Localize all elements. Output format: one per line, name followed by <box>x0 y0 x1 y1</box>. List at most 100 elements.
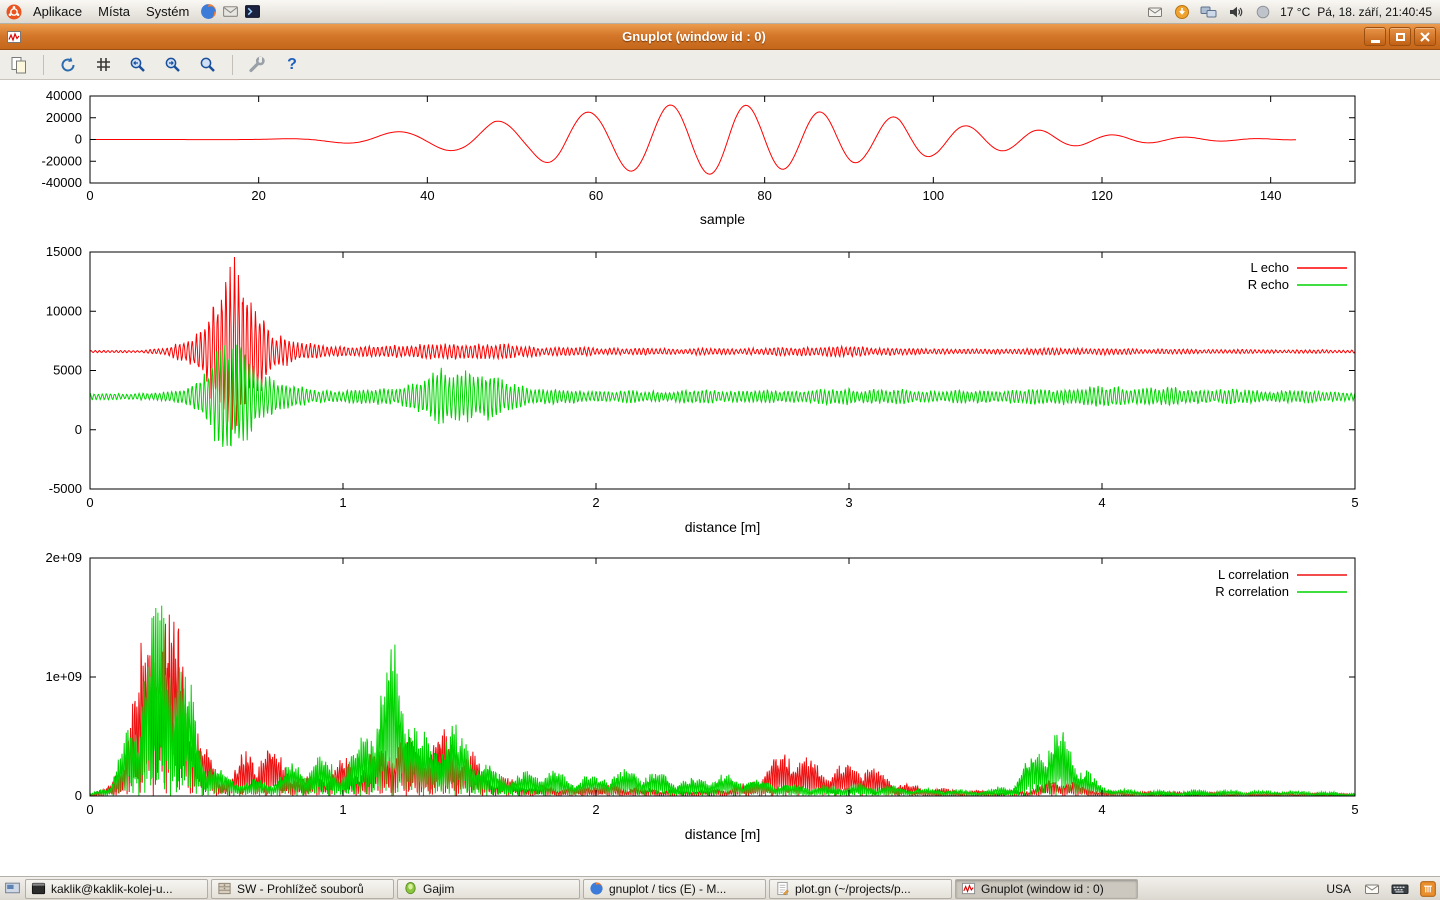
taskbar-item-browser[interactable]: gnuplot / tics (E) - M... <box>583 878 766 899</box>
help-button[interactable]: ? <box>279 52 305 78</box>
maximize-button[interactable] <box>1389 27 1411 46</box>
legend-label: R correlation <box>1215 584 1289 599</box>
y-tick-label: 0 <box>75 788 82 803</box>
zoom-previous-button[interactable] <box>125 52 151 78</box>
taskbar-item-label: gnuplot / tics (E) - M... <box>609 881 727 896</box>
series-r-echo <box>90 344 1355 447</box>
clock[interactable]: Pá, 18. září, 21:40:45 <box>1317 4 1432 19</box>
series-signal <box>90 104 1296 175</box>
legend-label: R echo <box>1248 277 1289 292</box>
copy-clipboard-button[interactable] <box>6 52 32 78</box>
clipboard-icon <box>11 56 26 73</box>
y-tick-label: -20000 <box>42 153 82 168</box>
gnuplot-icon <box>961 882 976 895</box>
y-tick-label: 1e+09 <box>45 669 82 684</box>
y-tick-label: 40000 <box>46 88 82 103</box>
mail-icon[interactable] <box>1362 879 1382 899</box>
top-panel: Aplikace Místa Systém 17 °C Pá, 18. září… <box>0 0 1440 24</box>
y-tick-label: -5000 <box>49 481 82 496</box>
zoom-next-button[interactable] <box>160 52 186 78</box>
x-axis-label: sample <box>700 211 745 227</box>
y-tick-label: -40000 <box>42 175 82 190</box>
x-tick-label: 0 <box>86 495 93 510</box>
replot-button[interactable] <box>55 52 81 78</box>
menu-places[interactable]: Místa <box>91 2 137 21</box>
plot-canvas[interactable]: 0 20 40 60 80 100 120 140 -40000 -20000 0 20000 4000… <box>0 81 1440 876</box>
x-tick-label: 5 <box>1351 495 1358 510</box>
x-tick-label: 60 <box>589 188 603 203</box>
taskbar-item-gajim[interactable]: Gajim <box>397 878 580 899</box>
plots-svg: 0 20 40 60 80 100 120 140-40000-200000200004000… <box>42 88 1359 842</box>
plot-toolbar: ? <box>0 50 1440 80</box>
x-tick-label: 100 <box>922 188 944 203</box>
firefox-launcher-icon[interactable] <box>198 2 218 22</box>
text-editor-icon <box>777 881 789 896</box>
window-titlebar[interactable]: Gnuplot (window id : 0) <box>0 24 1440 50</box>
menu-places-label: Místa <box>98 4 130 19</box>
menu-system-label: Systém <box>145 4 190 19</box>
volume-icon[interactable] <box>1226 2 1246 22</box>
keyboard-layout-indicator[interactable]: USA <box>1326 881 1351 896</box>
taskbar-item-label: Gnuplot (window id : 0) <box>981 881 1104 896</box>
software-update-icon[interactable] <box>1172 2 1192 22</box>
series-l-echo <box>90 256 1355 430</box>
refresh-icon <box>61 56 75 71</box>
y-tick-label: 20000 <box>46 110 82 125</box>
taskbar-item-label: plot.gn (~/projects/p... <box>795 881 911 896</box>
toggle-grid-button[interactable] <box>90 52 116 78</box>
x-tick-label: 3 <box>845 495 852 510</box>
window-icon <box>4 27 24 47</box>
x-tick-label: 4 <box>1098 802 1105 817</box>
terminal-launcher-icon[interactable] <box>242 2 262 22</box>
x-axis-label: distance [m] <box>685 519 760 535</box>
plot-border <box>89 557 1356 797</box>
legend-label: L echo <box>1250 260 1289 275</box>
y-tick-label: 0 <box>75 422 82 437</box>
menu-system[interactable]: Systém <box>139 2 196 21</box>
x-tick-label: 0 <box>86 802 93 817</box>
x-tick-label: 20 <box>251 188 265 203</box>
taskbar-item-gnuplot[interactable]: Gnuplot (window id : 0) <box>955 878 1138 899</box>
x-tick-label: 2 <box>592 495 599 510</box>
taskbar-item-editor[interactable]: plot.gn (~/projects/p... <box>769 878 952 899</box>
maximize-icon <box>1395 32 1405 41</box>
zoom-previous-icon <box>130 57 145 72</box>
toolbar-separator <box>232 54 233 75</box>
toolbar-separator <box>43 54 44 75</box>
minimize-icon <box>1370 39 1380 43</box>
window-title: Gnuplot (window id : 0) <box>622 29 766 44</box>
file-manager-icon <box>218 882 231 895</box>
configure-button[interactable] <box>244 52 270 78</box>
x-axis-label: distance [m] <box>685 826 760 842</box>
taskbar-item-label: Gajim <box>423 881 455 896</box>
trash-icon[interactable] <box>1418 879 1438 899</box>
x-tick-label: 0 <box>86 188 93 203</box>
window-controls <box>1364 27 1436 46</box>
menu-applications[interactable]: Aplikace <box>26 2 89 21</box>
y-tick-label: 2e+09 <box>45 550 82 565</box>
x-tick-label: 120 <box>1091 188 1113 203</box>
mail-client-launcher-icon[interactable] <box>220 2 240 22</box>
terminal-icon <box>31 882 46 895</box>
minimize-button[interactable] <box>1364 27 1386 46</box>
x-tick-label: 80 <box>757 188 771 203</box>
menu-applications-label: Aplikace <box>33 4 83 19</box>
distributor-logo-icon[interactable] <box>4 2 24 22</box>
mail-notification-icon[interactable] <box>1145 2 1165 22</box>
weather-temperature[interactable]: 17 °C <box>1280 4 1311 19</box>
taskbar-item-label: SW - Prohlížeč souborů <box>237 881 364 896</box>
help-icon: ? <box>287 55 297 73</box>
taskbar-item-terminal[interactable]: kaklik@kaklik-kolej-u... <box>25 878 208 899</box>
show-desktop-button[interactable] <box>2 879 22 899</box>
x-tick-label: 5 <box>1351 802 1358 817</box>
x-tick-label: 2 <box>592 802 599 817</box>
x-tick-label: 40 <box>420 188 434 203</box>
close-button[interactable] <box>1414 27 1436 46</box>
taskbar-item-file-browser[interactable]: SW - Prohlížeč souborů <box>211 878 394 899</box>
weather-icon[interactable] <box>1253 2 1273 22</box>
firefox-icon <box>590 882 603 895</box>
series-l-correlation <box>90 614 1355 796</box>
zoom-reset-button[interactable] <box>195 52 221 78</box>
network-icon[interactable] <box>1199 2 1219 22</box>
keyboard-icon[interactable] <box>1390 879 1410 899</box>
